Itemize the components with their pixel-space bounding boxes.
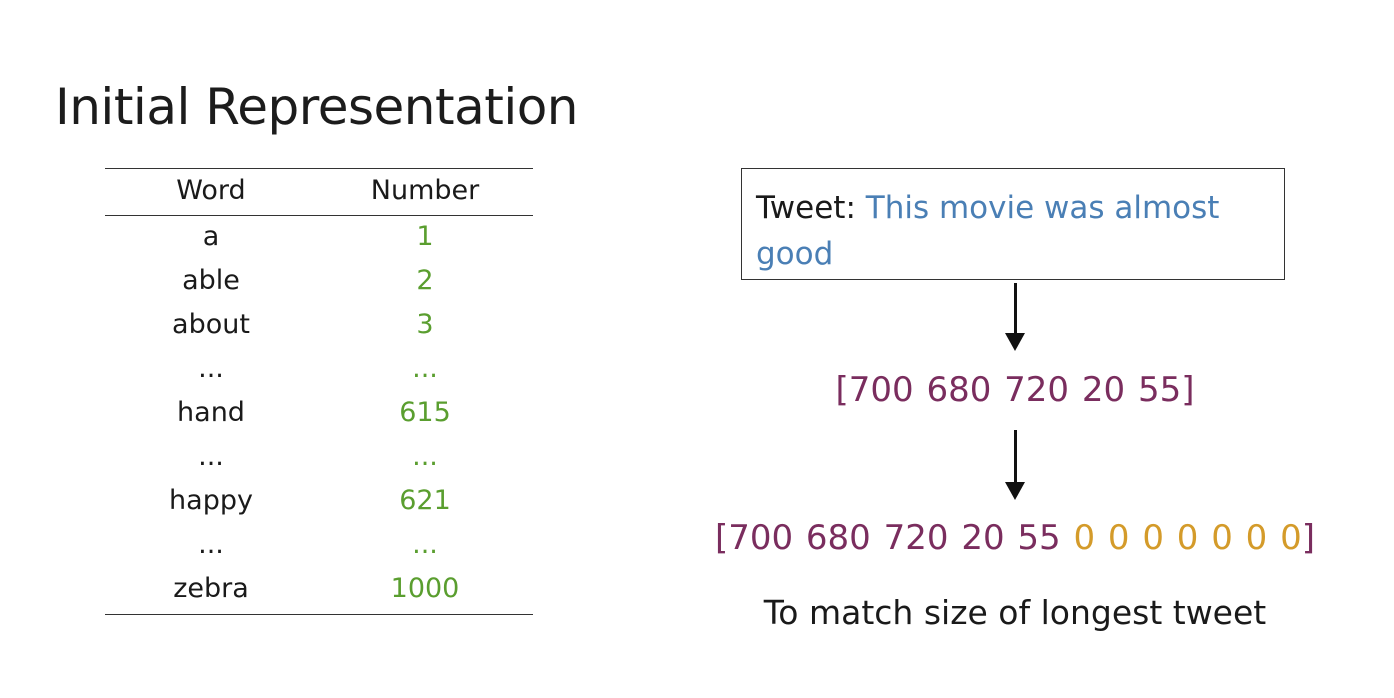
table-cell-number: ... [412,529,438,560]
tweet-text: This movie was almost good [756,190,1220,272]
tweet-box: Tweet: This movie was almost good [741,168,1285,280]
table-cell-number: 2 [416,265,434,296]
table-cell-number: 1000 [390,573,460,604]
table-cell-word: ... [198,441,224,472]
table-cell-number: ... [412,441,438,472]
table-cell-word: about [172,309,250,340]
padded-sequence: [700 680 720 20 55 0 0 0 0 0 0 0] [660,518,1370,558]
table-cell-number: 1 [416,221,434,252]
table-cell-word: hand [177,397,245,428]
table-cell-number: 621 [399,485,451,516]
column-header-number: Number [370,175,480,206]
table-cell-word: a [202,221,220,252]
table-cell-word: zebra [173,573,249,604]
padded-sequence-close: ] [1301,518,1316,558]
token-sequence: [700 680 720 20 55] [835,370,1195,410]
table-cell-number: 3 [416,309,434,340]
tweet-label: Tweet: [756,190,856,226]
table-cell-number: 615 [399,397,451,428]
column-header-word: Word [176,175,246,206]
table-header-rule [105,215,533,216]
table-cell-word: able [182,265,240,296]
table-bottom-rule [105,614,533,615]
table-cell-word: ... [198,529,224,560]
padded-sequence-values: [700 680 720 20 55 [714,518,1061,558]
padding-caption: To match size of longest tweet [763,593,1267,632]
table-cell-word: happy [169,485,253,516]
slide-title: Initial Representation [55,78,578,136]
padding-zeros: 0 0 0 0 0 0 0 [1073,518,1302,558]
table-top-rule [105,168,533,169]
table-cell-number: ... [412,353,438,384]
table-cell-word: ... [198,353,224,384]
